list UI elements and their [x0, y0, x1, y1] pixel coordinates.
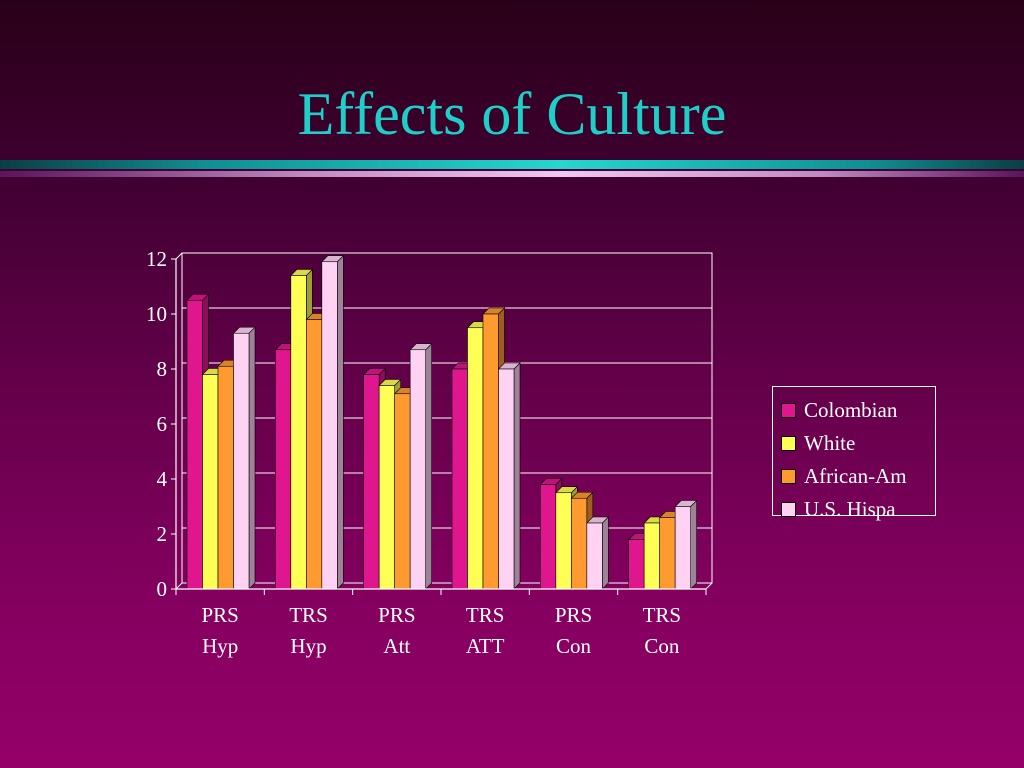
legend-item-us-hispa: U.S. Hispa — [781, 493, 935, 526]
x-tick-label: TRS ATT — [466, 603, 505, 658]
bar-colombian — [540, 484, 557, 590]
bar-u-s-hispa-side — [690, 499, 697, 590]
bar-colombian — [628, 539, 645, 590]
x-tick-label: PRS Att — [378, 603, 415, 658]
legend-label-african-am: African-Am — [804, 464, 907, 488]
x-tick-label-line: PRS — [378, 603, 415, 627]
title-divider-pink — [0, 171, 1024, 177]
bar-u-s-hispa-side — [513, 362, 521, 590]
legend-swatch-colombian — [781, 403, 796, 418]
bar-colombian — [451, 368, 468, 590]
y-tick-label: 12 — [146, 247, 167, 271]
bar-white — [555, 492, 572, 590]
title-divider-teal — [0, 160, 1024, 169]
legend-label-white: White — [804, 431, 856, 455]
legend-swatch-white — [781, 436, 796, 451]
wall-edge — [175, 252, 183, 260]
x-tick-label-line: Con — [556, 634, 592, 658]
y-tick-label: 8 — [157, 357, 168, 381]
bar-african-am — [217, 365, 234, 590]
y-tick-label: 4 — [157, 467, 168, 491]
legend-swatch-african-am — [781, 469, 796, 484]
bar-african-am — [306, 319, 323, 590]
x-tick-label-line: TRS — [289, 603, 328, 627]
x-tick-label-line: PRS — [555, 603, 592, 627]
bar-u-s-hispa — [498, 368, 515, 590]
x-tick-label-line: Hyp — [202, 634, 238, 658]
legend-label-us-hispa: U.S. Hispa — [804, 497, 896, 521]
bar-african-am — [482, 313, 499, 590]
wall-edge — [705, 582, 713, 590]
x-tick-label-line: Att — [383, 634, 410, 658]
x-tick-label: PRS Hyp — [201, 603, 238, 658]
x-tick-label-line: Hyp — [290, 634, 326, 658]
bar-u-s-hispa-side — [602, 516, 609, 590]
bar-u-s-hispa-side — [337, 255, 344, 590]
y-tick-label: 0 — [157, 577, 168, 601]
legend-swatch-us-hispa — [781, 502, 796, 517]
slide-title: Effects of Culture — [297, 81, 727, 147]
legend-item-white: White — [781, 427, 935, 460]
x-tick-label: TRS Hyp — [289, 603, 328, 658]
bar-u-s-hispa — [586, 522, 603, 590]
y-tick-label: 6 — [157, 412, 168, 436]
legend-item-african-am: African-Am — [781, 460, 935, 493]
bar-african-am — [571, 497, 588, 590]
bar-white — [290, 275, 307, 590]
x-tick-label-line: TRS — [466, 603, 505, 627]
bar-african-am — [659, 517, 676, 590]
x-tick-label-line: TRS — [643, 603, 682, 627]
bar-colombian — [186, 299, 203, 590]
bar-u-s-hispa-side — [248, 326, 256, 590]
bar-u-s-hispa-side — [425, 343, 432, 590]
bar-african-am — [394, 393, 411, 590]
bar-u-s-hispa — [321, 261, 338, 590]
bar-white — [378, 385, 395, 590]
bar-white — [202, 374, 219, 590]
x-tick-label-line: Con — [644, 634, 680, 658]
bar-white — [467, 327, 484, 590]
legend-label-colombian: Colombian — [804, 398, 898, 422]
y-tick-label: 2 — [157, 522, 168, 546]
wall-edge — [175, 582, 183, 590]
bar-u-s-hispa — [409, 349, 426, 590]
x-tick-label: PRS Con — [555, 603, 592, 658]
legend-item-colombian: Colombian — [781, 394, 935, 427]
bar-white — [643, 522, 660, 590]
x-tick-label-line: ATT — [466, 634, 505, 658]
x-tick-label-line: PRS — [201, 603, 238, 627]
bar-colombian — [275, 349, 292, 590]
bar-colombian — [363, 374, 380, 590]
x-tick-label: TRS Con — [643, 603, 682, 658]
bar-u-s-hispa — [233, 332, 250, 590]
bar-u-s-hispa — [674, 506, 691, 590]
chart-legend: Colombian White African-Am U.S. Hispa — [772, 386, 936, 521]
y-tick-label: 10 — [146, 302, 167, 326]
